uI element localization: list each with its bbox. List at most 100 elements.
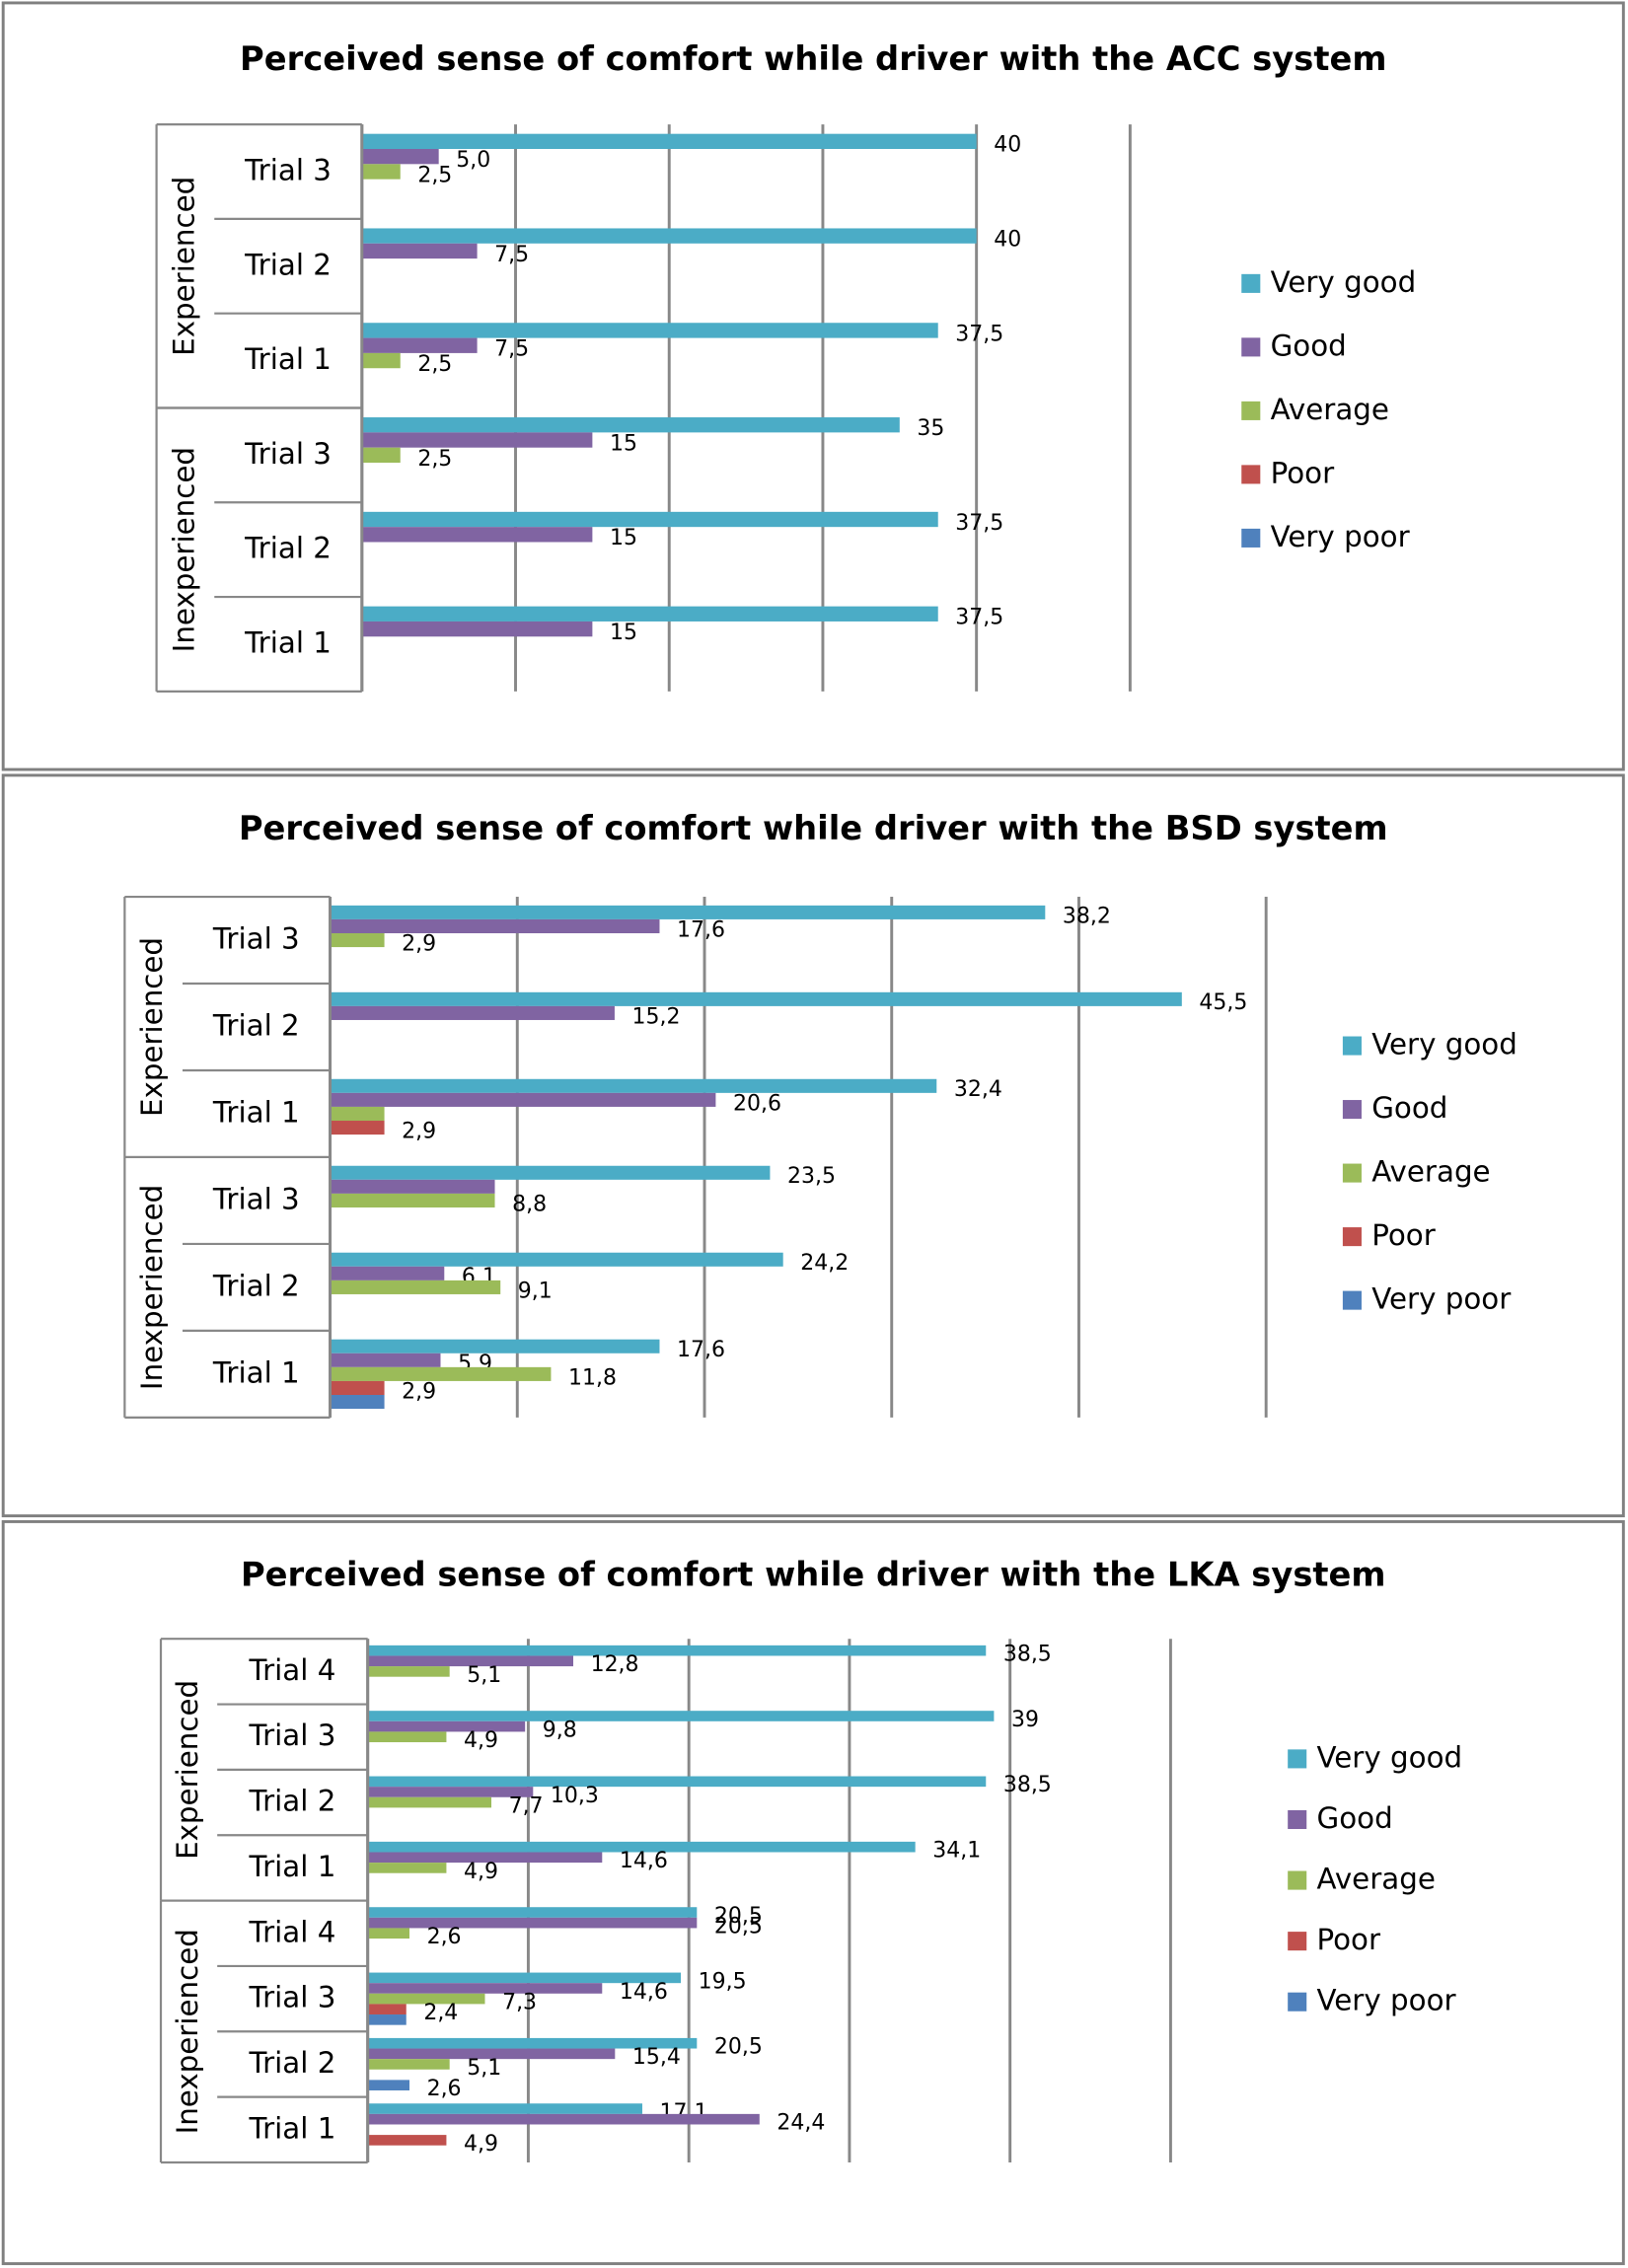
category-label: Trial 3 bbox=[248, 1981, 335, 2014]
value-label: 17,6 bbox=[677, 1338, 725, 1362]
category-label: Trial 2 bbox=[212, 1009, 300, 1043]
value-label: 7,5 bbox=[494, 337, 529, 362]
bar bbox=[367, 1711, 995, 1721]
bar bbox=[361, 417, 900, 433]
value-label: 2,9 bbox=[402, 1379, 436, 1404]
value-label: 38,5 bbox=[1003, 1773, 1052, 1797]
group-label: Experienced bbox=[171, 1680, 204, 1860]
group-label: Inexperienced bbox=[171, 1929, 204, 2134]
category-label: Trial 2 bbox=[248, 1785, 335, 1818]
bar bbox=[367, 1863, 447, 1873]
value-label: 8,8 bbox=[512, 1192, 547, 1216]
legend-swatch bbox=[1342, 1036, 1362, 1056]
bar bbox=[330, 1179, 495, 1194]
bar bbox=[361, 337, 478, 353]
bar bbox=[330, 1366, 552, 1381]
legend-label: Average bbox=[1317, 1863, 1436, 1896]
value-label: 45,5 bbox=[1199, 990, 1247, 1015]
bar bbox=[367, 1972, 682, 1984]
value-label: 20,5 bbox=[714, 1915, 763, 1939]
value-label: 2,5 bbox=[417, 352, 452, 377]
legend-swatch bbox=[1342, 1227, 1362, 1247]
value-label: 5,0 bbox=[456, 148, 490, 173]
bar bbox=[330, 1092, 716, 1107]
value-label: 15,4 bbox=[632, 2045, 681, 2070]
bar bbox=[367, 1731, 447, 1743]
value-label: 4,9 bbox=[464, 1728, 498, 1753]
legend-label: Very good bbox=[1371, 1028, 1517, 1061]
bar bbox=[361, 511, 938, 528]
legend-swatch bbox=[1288, 1870, 1307, 1890]
value-label: 14,6 bbox=[620, 1980, 668, 2005]
bar bbox=[367, 1720, 526, 1732]
legend-label: Good bbox=[1317, 1801, 1393, 1835]
bar bbox=[367, 2014, 407, 2025]
bar bbox=[367, 1776, 987, 1788]
legend-swatch bbox=[1342, 1100, 1362, 1120]
value-label: 35 bbox=[917, 416, 944, 441]
bar bbox=[367, 2135, 447, 2146]
value-label: 2,9 bbox=[402, 1119, 436, 1143]
value-label: 7,7 bbox=[509, 1793, 544, 1818]
category-label: Trial 4 bbox=[248, 1653, 335, 1687]
bar bbox=[330, 991, 1182, 1006]
value-label: 20,5 bbox=[714, 2035, 763, 2060]
value-label: 38,5 bbox=[1003, 1643, 1052, 1667]
group-label: Inexperienced bbox=[135, 1185, 169, 1390]
value-label: 15 bbox=[610, 526, 637, 550]
panel bbox=[1, 1519, 1625, 2266]
panel bbox=[1, 773, 1625, 1518]
bar bbox=[330, 1005, 615, 1020]
bar bbox=[367, 1841, 916, 1853]
value-label: 40 bbox=[994, 228, 1021, 253]
bar bbox=[367, 1917, 698, 1929]
value-label: 17,6 bbox=[677, 917, 725, 942]
bar bbox=[330, 932, 385, 948]
bar bbox=[361, 447, 401, 464]
legend-label: Very good bbox=[1271, 265, 1417, 299]
value-label: 15 bbox=[610, 431, 637, 456]
legend-swatch bbox=[1288, 1809, 1307, 1830]
bar bbox=[367, 1796, 491, 1808]
bar bbox=[330, 1121, 385, 1135]
category-label: Trial 1 bbox=[212, 1095, 300, 1129]
category-label: Trial 1 bbox=[212, 1355, 300, 1389]
category-label: Trial 3 bbox=[212, 1182, 300, 1215]
bar bbox=[367, 2103, 642, 2114]
chart-title: Perceived sense of comfort while driver … bbox=[240, 39, 1386, 78]
value-label: 23,5 bbox=[787, 1164, 836, 1189]
bar bbox=[367, 1907, 698, 1918]
bar bbox=[361, 352, 401, 369]
bar bbox=[367, 2004, 407, 2015]
bar bbox=[367, 1993, 485, 2005]
bar bbox=[367, 2059, 450, 2070]
value-label: 24,2 bbox=[800, 1251, 849, 1276]
legend-swatch bbox=[1288, 1932, 1307, 1951]
value-label: 2,5 bbox=[417, 163, 452, 187]
bar bbox=[330, 1193, 495, 1207]
bar bbox=[330, 1380, 385, 1396]
bar bbox=[367, 1983, 603, 1994]
legend-swatch bbox=[1288, 1749, 1307, 1769]
bar bbox=[361, 243, 478, 259]
value-label: 10,3 bbox=[551, 1784, 599, 1808]
category-label: Trial 1 bbox=[248, 1850, 335, 1883]
category-label: Trial 2 bbox=[244, 248, 332, 281]
group-label: Experienced bbox=[135, 937, 169, 1117]
value-label: 2,4 bbox=[423, 2001, 458, 2025]
value-label: 7,3 bbox=[502, 1991, 537, 2015]
bar bbox=[361, 323, 938, 338]
value-label: 5,1 bbox=[467, 1663, 501, 1688]
bar bbox=[330, 1165, 771, 1180]
legend-swatch bbox=[1342, 1290, 1362, 1310]
value-label: 19,5 bbox=[699, 1969, 747, 1994]
value-label: 14,6 bbox=[620, 1849, 668, 1873]
value-label: 11,8 bbox=[568, 1365, 617, 1390]
bar bbox=[367, 2080, 409, 2090]
value-label: 9,1 bbox=[518, 1279, 553, 1303]
bar bbox=[330, 1280, 501, 1294]
value-label: 32,4 bbox=[954, 1077, 1002, 1102]
value-label: 2,9 bbox=[402, 931, 436, 956]
bar bbox=[361, 164, 401, 180]
value-label: 39 bbox=[1011, 1708, 1039, 1732]
